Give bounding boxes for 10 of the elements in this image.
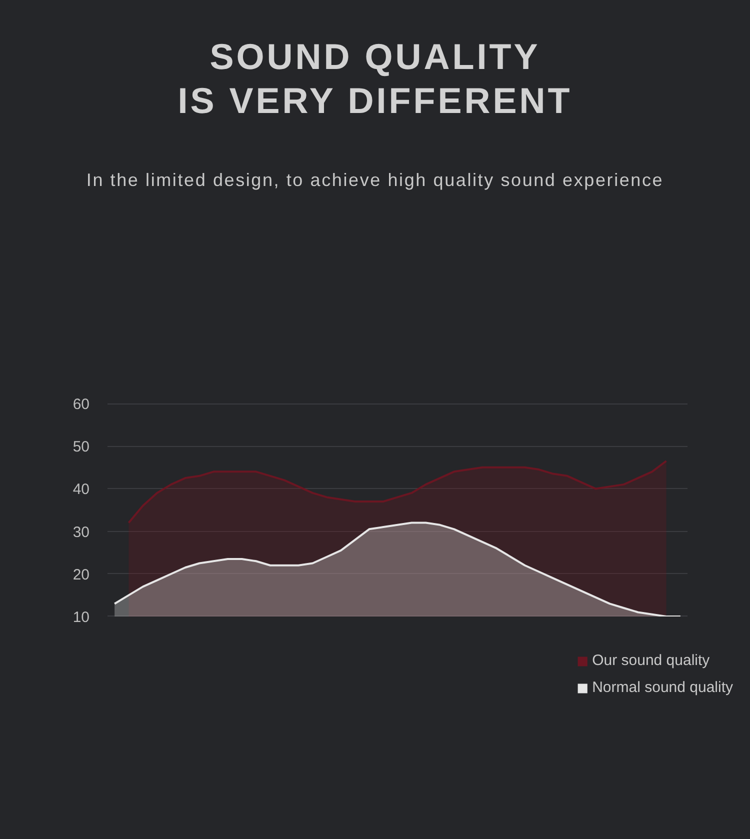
y-tick-label: 60: [72, 396, 90, 413]
y-tick-label: 50: [72, 438, 90, 456]
y-tick-label: 10: [72, 609, 90, 626]
legend-label: Normal sound quality: [592, 679, 733, 696]
chart-title: SOUND QUALITY IS VERY DIFFERENT: [178, 35, 572, 123]
y-tick-label: 30: [72, 524, 90, 541]
chart-subtitle: In the limited design, to achieve high quality sound experience: [86, 169, 664, 192]
y-tick-label: 40: [72, 481, 90, 498]
legend-label: Our sound quality: [592, 652, 710, 669]
y-tick-label: 20: [72, 566, 90, 584]
